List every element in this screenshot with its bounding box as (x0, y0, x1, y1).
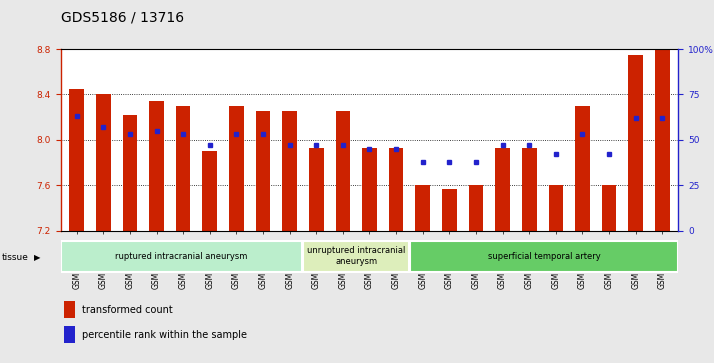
Bar (442, 188, 457, 231)
Text: superficial temporal artery: superficial temporal artery (488, 252, 600, 261)
Bar (64, 301, 75, 318)
Text: percentile rank within the sample: percentile rank within the sample (82, 330, 247, 340)
Bar (655, 49, 670, 231)
Bar (149, 101, 164, 231)
Bar (176, 106, 191, 231)
Bar (575, 106, 590, 231)
Bar (389, 148, 403, 231)
Bar (628, 55, 643, 231)
Bar (256, 111, 271, 231)
Bar (496, 148, 510, 231)
Text: transformed count: transformed count (82, 305, 173, 315)
FancyBboxPatch shape (61, 241, 302, 272)
Text: ruptured intracranial aneurysm: ruptured intracranial aneurysm (116, 252, 248, 261)
Bar (123, 115, 137, 231)
Bar (602, 185, 616, 231)
FancyBboxPatch shape (303, 241, 409, 272)
Bar (69, 89, 84, 231)
Bar (522, 148, 536, 231)
Text: GDS5186 / 13716: GDS5186 / 13716 (61, 11, 183, 25)
Bar (548, 185, 563, 231)
Bar (64, 326, 75, 343)
Bar (468, 185, 483, 231)
Bar (282, 111, 297, 231)
Text: unruptured intracranial
aneurysm: unruptured intracranial aneurysm (307, 246, 406, 266)
Bar (229, 106, 243, 231)
Text: ▶: ▶ (34, 253, 41, 262)
Bar (416, 185, 430, 231)
Bar (362, 148, 377, 231)
Bar (336, 111, 350, 231)
Text: tissue: tissue (2, 253, 29, 262)
Bar (309, 148, 323, 231)
Bar (203, 151, 217, 231)
FancyBboxPatch shape (411, 241, 678, 272)
Bar (96, 94, 111, 231)
